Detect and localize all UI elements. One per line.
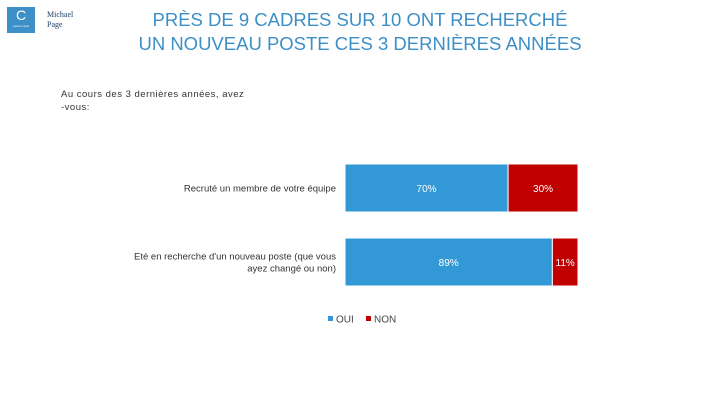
- page-title-line1: PRÈS DE 9 CADRES SUR 10 ONT RECHERCHÉ: [152, 9, 568, 30]
- value-label-non-1: 30%: [533, 184, 553, 195]
- cadremploi-logo-tagline: cadremploi: [12, 24, 30, 28]
- legend-label-oui: OUI: [336, 315, 354, 326]
- bar-non-1: [507, 163, 579, 213]
- page-title: PRÈS DE 9 CADRES SUR 10 ONT RECHERCHÉ UN…: [100, 8, 620, 56]
- cadremploi-logo-letter: C: [15, 7, 27, 23]
- category-label-2-line-1: Eté en recherche d'un nouveau poste (que…: [134, 252, 336, 263]
- michael-page-logo-line2: Page: [47, 20, 63, 29]
- value-label-oui-2: 89%: [439, 258, 459, 269]
- value-label-oui-1: 70%: [417, 184, 437, 195]
- bar-non-2: [551, 237, 579, 287]
- category-label-1-line-1: Recruté un membre de votre équipe: [184, 184, 336, 195]
- michael-page-logo: Michael Page: [47, 10, 79, 32]
- bar-oui-1: [344, 163, 509, 213]
- legend-label-non: NON: [374, 315, 396, 326]
- michael-page-logo-line1: Michael: [47, 10, 74, 19]
- legend-swatch-oui: [328, 316, 333, 321]
- question-text: Au cours des 3 dernières années, avez -v…: [61, 89, 245, 113]
- category-label-2-line-2: ayez changé ou non): [247, 264, 336, 275]
- cadremploi-logo: C cadremploi: [7, 7, 35, 33]
- bar-oui-2: [344, 237, 553, 287]
- legend-swatch-non: [366, 316, 371, 321]
- value-label-non-2: 11%: [556, 258, 575, 269]
- page-title-line2: UN NOUVEAU POSTE CES 3 DERNIÈRES ANNÉES: [138, 33, 582, 54]
